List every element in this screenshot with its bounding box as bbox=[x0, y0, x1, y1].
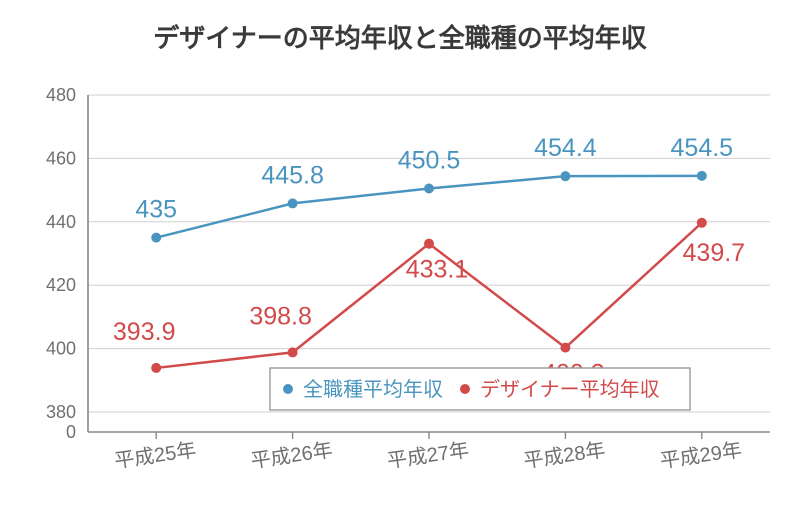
x-tick-label: 平成29年 bbox=[659, 438, 744, 472]
data-marker bbox=[424, 184, 434, 194]
data-marker bbox=[151, 233, 161, 243]
data-marker bbox=[697, 218, 707, 228]
chart-title: デザイナーの平均年収と全職種の平均年収 bbox=[0, 0, 800, 55]
line-chart: 0380 400 420 440 460 480 平成25年 平成26年 平成27年 平成28年 平… bbox=[0, 55, 800, 510]
data-label: 435 bbox=[135, 196, 177, 224]
y-tick-label: 460 bbox=[46, 148, 76, 168]
data-label: 454.5 bbox=[671, 134, 734, 162]
data-label: 445.8 bbox=[261, 161, 324, 189]
y-tick-label: 0 bbox=[66, 422, 76, 442]
data-marker bbox=[151, 363, 161, 373]
x-tick-label: 平成25年 bbox=[113, 438, 198, 472]
data-marker bbox=[560, 171, 570, 181]
x-tick-label: 平成27年 bbox=[386, 438, 471, 472]
y-tick-label: 420 bbox=[46, 275, 76, 295]
legend-label: デザイナー平均年収 bbox=[480, 378, 660, 401]
data-label: 439.7 bbox=[683, 239, 746, 267]
legend-marker bbox=[283, 384, 293, 394]
data-label: 393.9 bbox=[113, 318, 176, 346]
legend-marker bbox=[460, 384, 470, 394]
y-tick-label: 440 bbox=[46, 212, 76, 232]
y-tick-label: 400 bbox=[46, 339, 76, 359]
y-tick-label: 380 bbox=[46, 402, 76, 422]
y-tick-label: 480 bbox=[46, 85, 76, 105]
x-tick-label: 平成26年 bbox=[249, 438, 334, 472]
data-marker bbox=[424, 239, 434, 249]
data-marker bbox=[288, 198, 298, 208]
data-marker bbox=[697, 171, 707, 181]
data-label: 454.4 bbox=[534, 134, 597, 162]
legend-label: 全職種平均年収 bbox=[303, 378, 443, 401]
data-label: 433.1 bbox=[406, 256, 469, 284]
data-label: 398.8 bbox=[249, 302, 312, 330]
data-label: 450.5 bbox=[398, 147, 461, 175]
x-tick-label: 平成28年 bbox=[522, 438, 607, 472]
data-marker bbox=[288, 347, 298, 357]
data-marker bbox=[560, 343, 570, 353]
